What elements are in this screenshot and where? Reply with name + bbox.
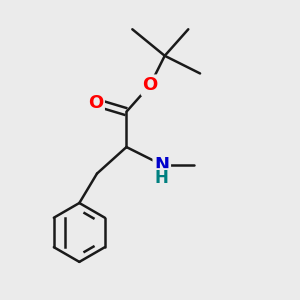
- Text: O: O: [88, 94, 103, 112]
- Text: O: O: [142, 76, 158, 94]
- Text: N: N: [154, 156, 169, 174]
- Text: H: H: [155, 169, 169, 187]
